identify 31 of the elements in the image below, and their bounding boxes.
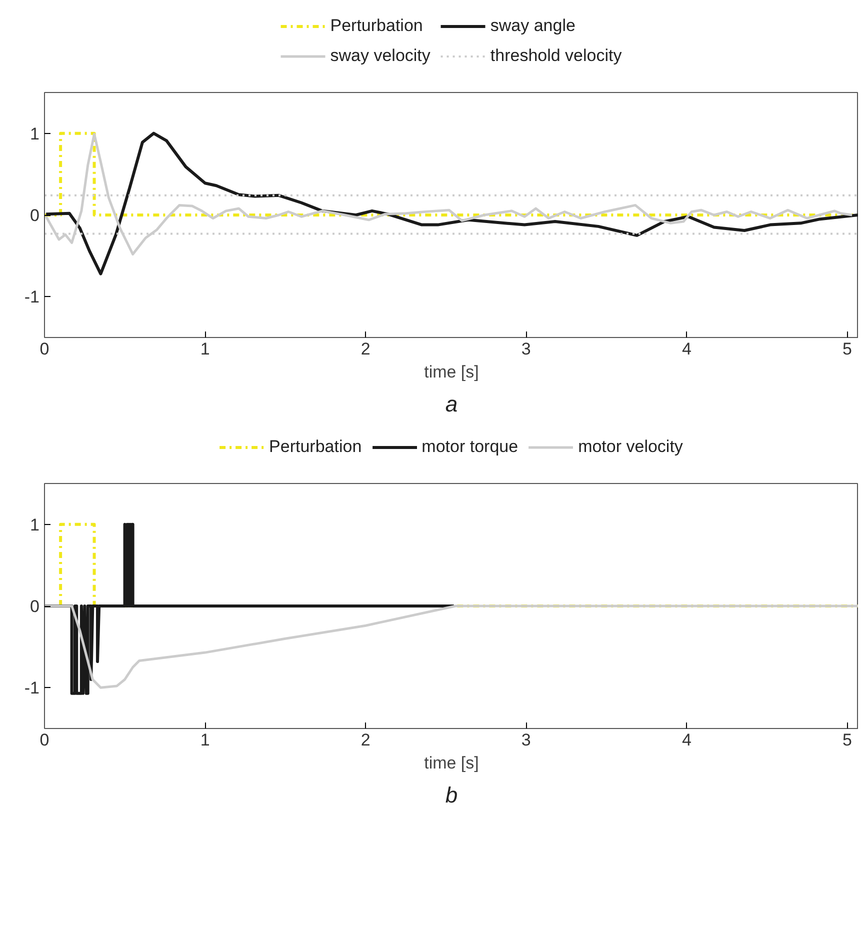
y-tick-label: -1 — [24, 288, 40, 307]
legend-label: Perturbation — [330, 16, 423, 36]
x-tick-label: 2 — [360, 730, 370, 750]
line-series — [44, 132, 858, 276]
line-series — [44, 522, 456, 695]
x-axis-title: time [s] — [424, 362, 479, 382]
legend-label: threshold velocity — [490, 46, 622, 66]
legend-label: Perturbation — [269, 437, 362, 457]
legend-label: sway velocity — [330, 46, 430, 66]
x-tick-label: 1 — [200, 730, 210, 750]
x-tick-label: 5 — [842, 730, 852, 750]
x-tick-label: 5 — [842, 340, 852, 358]
x-tick-label: 2 — [360, 340, 370, 358]
x-axis-title: time [s] — [424, 754, 479, 772]
legend-label: motor velocity — [578, 437, 683, 457]
y-tick-label: -1 — [24, 678, 40, 698]
y-tick-label: 0 — [30, 597, 40, 616]
x-tick-label: 3 — [521, 730, 531, 750]
line-series — [44, 132, 854, 256]
legend-label: sway angle — [490, 16, 576, 36]
x-tick-label: 4 — [682, 340, 692, 358]
text: a — [445, 392, 458, 416]
x-tick-label: 3 — [521, 340, 531, 358]
legend-label: motor torque — [422, 437, 518, 457]
text: b — [445, 782, 458, 808]
y-tick-label: 1 — [30, 124, 40, 144]
y-tick-label: 0 — [30, 206, 40, 225]
x-tick-label: 1 — [200, 340, 210, 358]
y-tick-label: 1 — [30, 515, 40, 534]
line-series — [44, 604, 858, 689]
x-tick-label: 4 — [682, 730, 692, 750]
